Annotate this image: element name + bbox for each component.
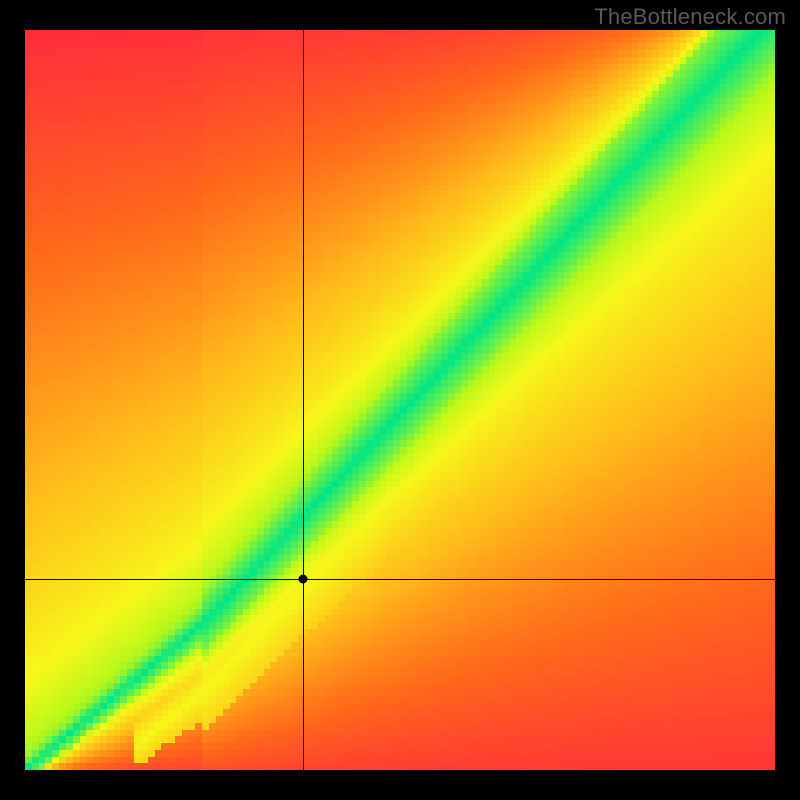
crosshair-marker <box>298 575 307 584</box>
watermark-text: TheBottleneck.com <box>594 4 786 30</box>
crosshair-horizontal <box>25 579 775 580</box>
crosshair-vertical <box>303 30 304 770</box>
bottleneck-heatmap <box>0 0 800 800</box>
chart-container: TheBottleneck.com <box>0 0 800 800</box>
